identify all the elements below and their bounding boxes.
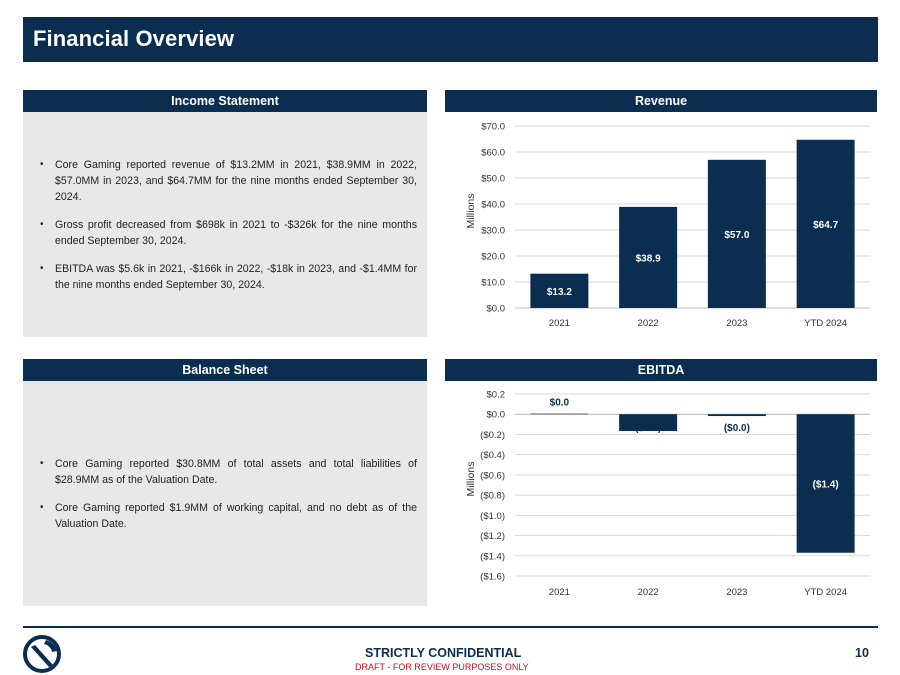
y-tick-label: $30.0	[481, 226, 505, 237]
y-tick-label: $60.0	[481, 148, 505, 159]
income-statement-header: Income Statement	[23, 90, 427, 112]
x-tick-label: 2022	[638, 587, 659, 598]
footer-divider	[23, 626, 878, 628]
bullet-item: EBITDA was $5.6k in 2021, -$166k in 2022…	[40, 261, 417, 293]
company-logo-icon	[23, 635, 61, 673]
y-tick-label: $0.0	[487, 410, 506, 421]
data-label: $13.2	[547, 287, 572, 298]
y-tick-label: $0.0	[487, 304, 506, 315]
bar	[796, 414, 855, 553]
y-tick-label: $70.0	[481, 122, 505, 133]
bar	[619, 206, 678, 308]
x-tick-label: 2022	[638, 318, 659, 329]
data-label: ($0.2)	[635, 423, 661, 434]
bullet-text: Core Gaming reported $30.8MM of total as…	[55, 458, 417, 486]
x-tick-label: 2021	[549, 318, 570, 329]
confidential-label: STRICTLY CONFIDENTIAL	[365, 646, 522, 660]
y-tick-label: $40.0	[481, 200, 505, 211]
data-label: $57.0	[724, 230, 749, 241]
balance-sheet-bullets: Core Gaming reported $30.8MM of total as…	[40, 456, 417, 544]
y-tick-label: ($0.2)	[480, 430, 505, 441]
data-label: $64.7	[813, 220, 838, 231]
y-tick-label: ($0.8)	[480, 491, 505, 502]
bar	[707, 159, 766, 308]
bullet-text: EBITDA was $5.6k in 2021, -$166k in 2022…	[55, 263, 417, 291]
bullet-item: Gross profit decreased from $698k in 202…	[40, 217, 417, 249]
y-tick-label: $10.0	[481, 278, 505, 289]
y-tick-label: ($1.2)	[480, 531, 505, 542]
bar	[530, 273, 589, 308]
ebitda-header: EBITDA	[445, 359, 877, 381]
title-bar: Financial Overview	[23, 17, 878, 62]
bar	[530, 413, 589, 415]
ebitda-chart: $0.2 $0.0 ($0.2) ($0.4) ($0.6) ($0.8) ($1.0) ($…	[465, 390, 870, 598]
x-tick-label: 2023	[726, 318, 747, 329]
data-label: ($0.0)	[724, 423, 750, 434]
data-label: ($1.4)	[813, 479, 839, 490]
x-tick-label: YTD 2024	[804, 318, 847, 329]
y-axis-label: Millions	[465, 461, 477, 496]
x-tick-label: 2023	[726, 587, 747, 598]
bullet-text: Gross profit decreased from $698k in 202…	[55, 219, 417, 247]
data-label: $38.9	[636, 253, 661, 264]
y-tick-label: $0.2	[487, 390, 506, 401]
draft-notice: DRAFT - FOR REVIEW PURPOSES ONLY	[355, 662, 529, 672]
income-statement-panel: Core Gaming reported revenue of $13.2MM …	[23, 112, 427, 337]
balance-sheet-header: Balance Sheet	[23, 359, 427, 381]
bullet-text: Core Gaming reported revenue of $13.2MM …	[55, 159, 417, 203]
y-tick-label: ($1.4)	[480, 551, 505, 562]
income-statement-bullets: Core Gaming reported revenue of $13.2MM …	[40, 157, 417, 305]
bar	[619, 414, 678, 432]
y-tick-label: $20.0	[481, 252, 505, 263]
bullet-item: Core Gaming reported $1.9MM of working c…	[40, 500, 417, 532]
revenue-header: Revenue	[445, 90, 877, 112]
revenue-chart: $0.0 $10.0 $20.0 $30.0 $40.0 $50.0 $60.0 $70.0 M…	[465, 122, 870, 329]
y-tick-label: ($0.4)	[480, 450, 505, 461]
bar	[796, 139, 855, 308]
page-title: Financial Overview	[33, 26, 235, 51]
x-tick-label: 2021	[549, 587, 570, 598]
y-tick-label: ($1.0)	[480, 511, 505, 522]
y-tick-label: ($0.6)	[480, 470, 505, 481]
bullet-item: Core Gaming reported revenue of $13.2MM …	[40, 157, 417, 205]
y-tick-label: ($1.6)	[480, 572, 505, 583]
y-axis-label: Millions	[465, 193, 477, 228]
data-label: $0.0	[550, 398, 570, 409]
page-number: 10	[855, 646, 869, 660]
bullet-text: Core Gaming reported $1.9MM of working c…	[55, 502, 417, 530]
balance-sheet-panel: Core Gaming reported $30.8MM of total as…	[23, 381, 427, 606]
y-tick-label: $50.0	[481, 174, 505, 185]
x-tick-label: YTD 2024	[804, 587, 847, 598]
bar	[707, 414, 766, 417]
bullet-item: Core Gaming reported $30.8MM of total as…	[40, 456, 417, 488]
